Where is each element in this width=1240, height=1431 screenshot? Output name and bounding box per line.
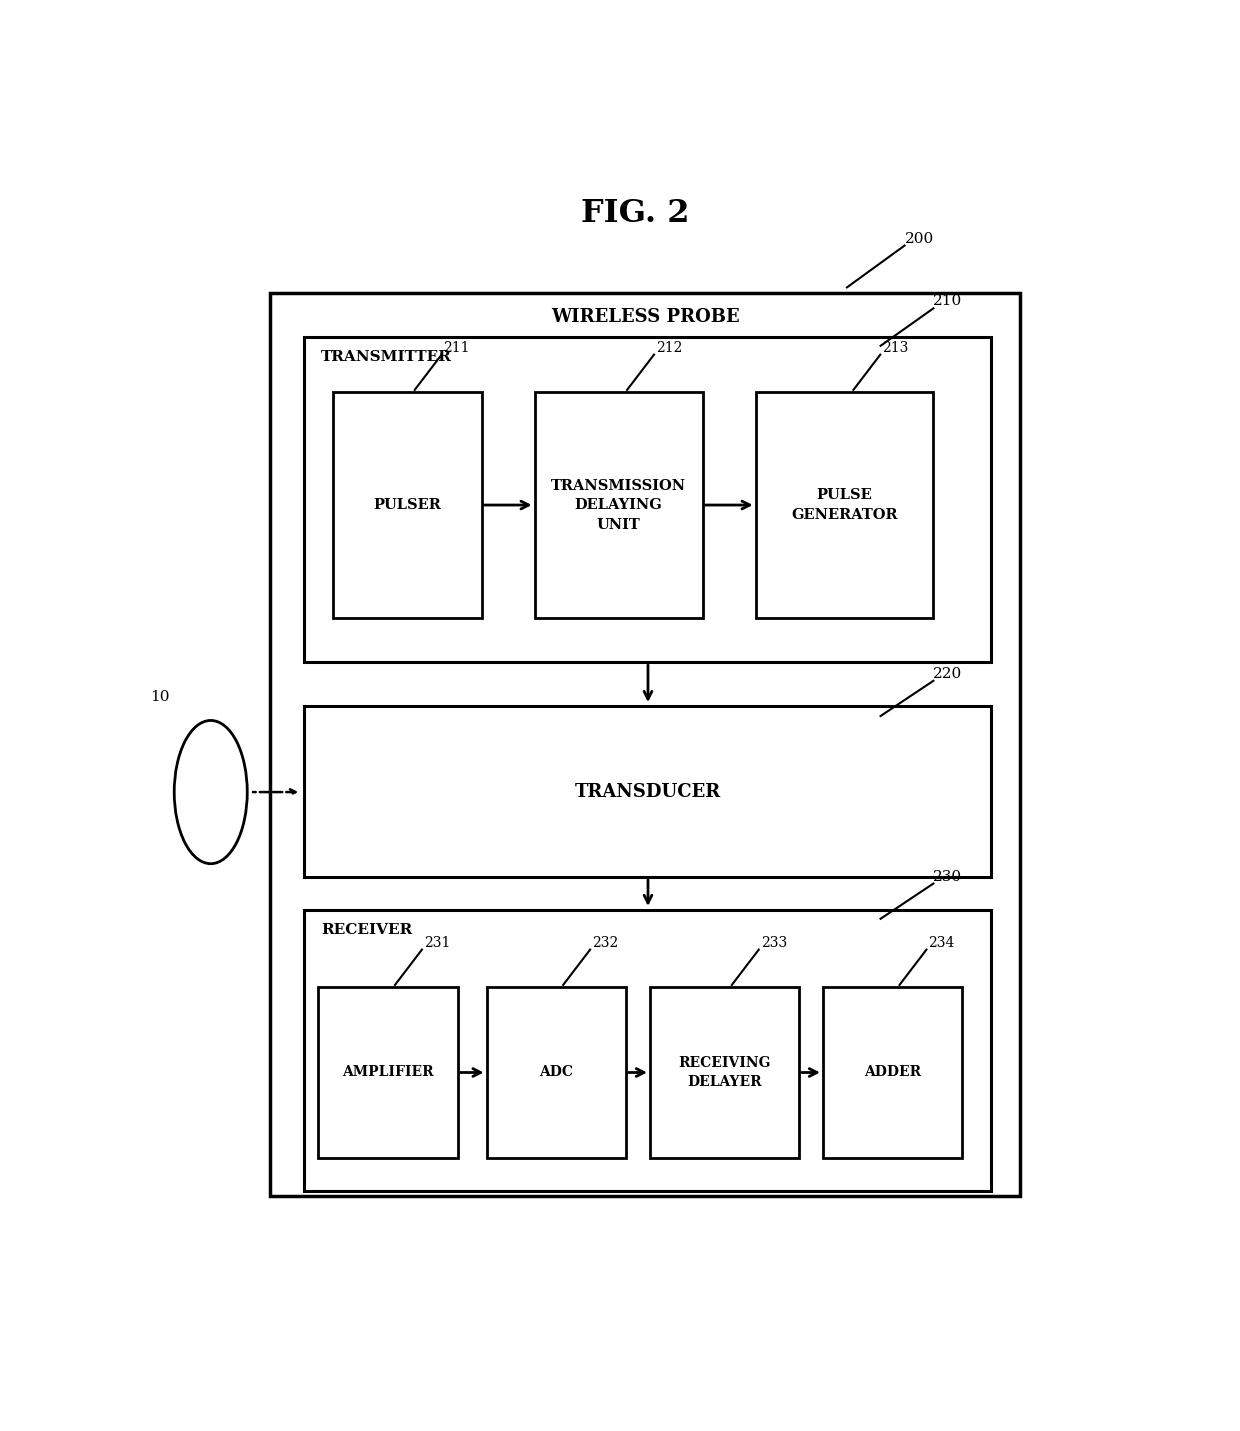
Text: WIRELESS PROBE: WIRELESS PROBE (551, 308, 739, 326)
Text: AMPLIFIER: AMPLIFIER (342, 1066, 434, 1079)
Bar (304, 910, 991, 1191)
Text: 233: 233 (760, 936, 787, 950)
Bar (755, 392, 934, 618)
Bar (332, 392, 481, 618)
Ellipse shape (174, 720, 247, 864)
Bar (823, 987, 962, 1158)
Text: 231: 231 (424, 936, 450, 950)
Text: TRANSDUCER: TRANSDUCER (574, 783, 720, 800)
Text: RECEIVING
DELAYER: RECEIVING DELAYER (678, 1056, 770, 1089)
Text: RECEIVER: RECEIVER (321, 923, 413, 937)
Text: 220: 220 (934, 667, 962, 681)
Bar (534, 392, 703, 618)
Text: ADDER: ADDER (864, 1066, 921, 1079)
Text: 210: 210 (934, 295, 962, 308)
Text: PULSE
GENERATOR: PULSE GENERATOR (791, 488, 898, 522)
Text: PULSER: PULSER (373, 498, 441, 512)
Text: 10: 10 (150, 690, 170, 704)
Bar (270, 293, 1021, 1196)
Bar (304, 705, 991, 877)
Text: 200: 200 (905, 232, 934, 246)
Text: ADC: ADC (539, 1066, 573, 1079)
Bar (486, 987, 626, 1158)
Text: TRANSMITTER: TRANSMITTER (321, 351, 453, 365)
Text: 234: 234 (929, 936, 955, 950)
Text: 211: 211 (444, 341, 470, 355)
Text: FIG. 2: FIG. 2 (582, 197, 689, 229)
Text: 232: 232 (591, 936, 619, 950)
Text: TRANSMISSION
DELAYING
UNIT: TRANSMISSION DELAYING UNIT (551, 478, 686, 531)
Text: 230: 230 (934, 870, 962, 883)
Bar (319, 987, 458, 1158)
Bar (304, 338, 991, 663)
Text: 213: 213 (882, 341, 909, 355)
Text: 212: 212 (656, 341, 682, 355)
Bar (650, 987, 799, 1158)
